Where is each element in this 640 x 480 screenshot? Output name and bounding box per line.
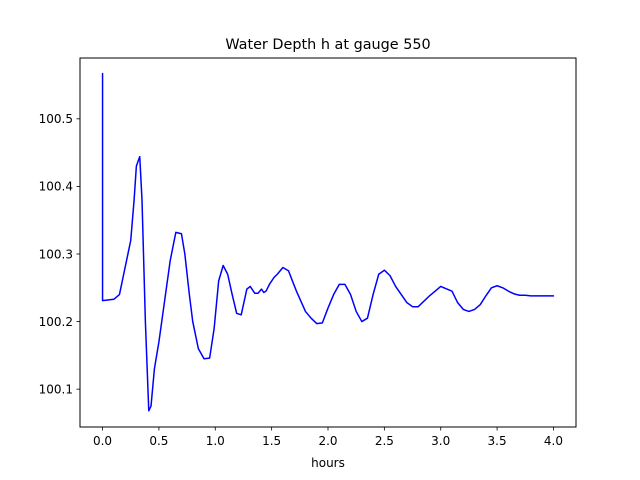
x-tick-label: 1.5 (262, 434, 281, 448)
y-tick-label: 100.2 (39, 315, 73, 329)
x-tick-label: 3.0 (431, 434, 450, 448)
x-tick-label: 1.0 (206, 434, 225, 448)
y-tick-label: 100.1 (39, 382, 73, 396)
x-axis-label: hours (311, 456, 345, 470)
x-tick-label: 0.5 (149, 434, 168, 448)
x-tick-label: 0.0 (93, 434, 112, 448)
x-tick-label: 2.0 (318, 434, 337, 448)
x-tick-label: 4.0 (544, 434, 563, 448)
y-tick-label: 100.5 (39, 112, 73, 126)
series-layer (101, 72, 555, 412)
y-axis-ticks: 100.1 100.2 100.3 100.4 100.5 (39, 112, 80, 396)
x-tick-label: 2.5 (375, 434, 394, 448)
x-tick-label: 3.5 (488, 434, 507, 448)
x-axis-ticks: 0.0 0.5 1.0 1.5 2.0 2.5 3.0 3.5 4.0 (93, 427, 563, 448)
y-tick-label: 100.3 (39, 247, 73, 261)
chart-title: Water Depth h at gauge 550 (225, 37, 430, 53)
y-tick-label: 100.4 (39, 180, 73, 194)
series-line-1 (101, 72, 555, 412)
